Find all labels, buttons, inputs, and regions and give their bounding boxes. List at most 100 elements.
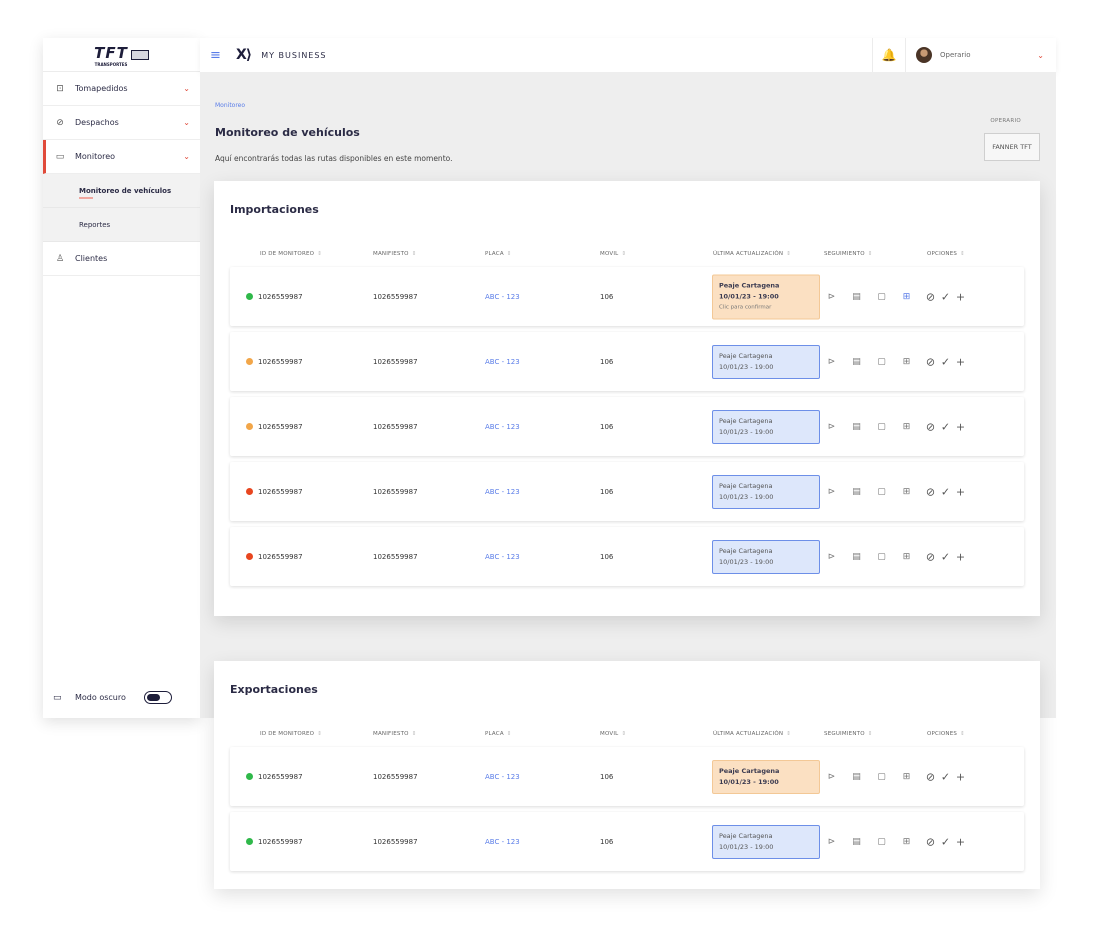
- sort-icon[interactable]: ⇕: [506, 251, 512, 257]
- sort-icon[interactable]: ⇕: [867, 731, 873, 737]
- cancel-icon[interactable]: ⊘: [925, 835, 936, 848]
- placa-link[interactable]: ABC - 123: [485, 422, 520, 431]
- last-update-box[interactable]: Peaje Cartagena 10/01/23 - 19:00: [712, 824, 820, 859]
- placa-link[interactable]: ABC - 123: [485, 357, 520, 366]
- sort-icon[interactable]: ⇕: [960, 251, 965, 257]
- document-icon[interactable]: ▢: [877, 486, 886, 497]
- last-update-box[interactable]: Peaje Cartagena 10/01/23 - 19:00: [712, 474, 820, 509]
- column-header[interactable]: PLACA ⇕: [485, 731, 512, 737]
- check-icon[interactable]: ✓: [940, 290, 951, 303]
- document-icon[interactable]: ▢: [877, 356, 886, 367]
- column-header[interactable]: PLACA ⇕: [485, 251, 512, 257]
- user-menu[interactable]: Operario ⌄: [906, 47, 1056, 63]
- column-header[interactable]: SEGUIMIENTO ⇕: [824, 251, 873, 257]
- sort-icon[interactable]: ⇕: [317, 731, 323, 737]
- plus-icon[interactable]: +: [955, 355, 966, 368]
- table-row[interactable]: 1026559987 1026559987 ABC - 123 106 Peaje Ca…: [230, 462, 1024, 521]
- plus-icon[interactable]: +: [955, 550, 966, 563]
- sort-icon[interactable]: ⇕: [786, 251, 792, 257]
- navigation-icon[interactable]: ⊳: [827, 356, 836, 367]
- last-update-box[interactable]: Peaje Cartagena 10/01/23 - 19:00: [712, 759, 820, 794]
- chevron-down-icon[interactable]: ⌄: [183, 84, 190, 93]
- column-header[interactable]: MOVIL ⇕: [600, 731, 626, 737]
- check-icon[interactable]: ✓: [940, 770, 951, 783]
- table-row[interactable]: 1026559987 1026559987 ABC - 123 106 Peaje Ca…: [230, 332, 1024, 391]
- table-row[interactable]: 1026559987 1026559987 ABC - 123 106 Peaje Ca…: [230, 267, 1024, 326]
- hamburger-menu-icon[interactable]: ≡: [210, 47, 221, 63]
- cancel-icon[interactable]: ⊘: [925, 420, 936, 433]
- chevron-down-icon[interactable]: ⌄: [183, 118, 190, 127]
- check-icon[interactable]: ✓: [940, 835, 951, 848]
- column-header[interactable]: SEGUIMIENTO ⇕: [824, 731, 873, 737]
- plus-icon[interactable]: +: [955, 835, 966, 848]
- placa-link[interactable]: ABC - 123: [485, 772, 520, 781]
- table-row[interactable]: 1026559987 1026559987 ABC - 123 106 Peaje Ca…: [230, 527, 1024, 586]
- add-document-icon[interactable]: ⊞: [902, 356, 911, 367]
- column-header[interactable]: OPCIONES ⇕: [927, 731, 965, 737]
- table-row[interactable]: 1026559987 1026559987 ABC - 123 106 Peaje Ca…: [230, 747, 1024, 806]
- navigation-icon[interactable]: ⊳: [827, 551, 836, 562]
- navigation-icon[interactable]: ⊳: [827, 421, 836, 432]
- chevron-down-icon[interactable]: ⌄: [1037, 50, 1044, 60]
- sidebar-subitem-monitoreo-vehiculos[interactable]: Monitoreo de vehículos: [43, 174, 200, 208]
- clipboard-icon[interactable]: ▤: [852, 551, 861, 562]
- last-update-box[interactable]: Peaje Cartagena 10/01/23 - 19:00: [712, 344, 820, 379]
- sidebar-item-monitoreo[interactable]: ▭ Monitoreo ⌄: [43, 140, 200, 174]
- document-icon[interactable]: ▢: [877, 836, 886, 847]
- document-icon[interactable]: ▢: [877, 551, 886, 562]
- navigation-icon[interactable]: ⊳: [827, 486, 836, 497]
- navigation-icon[interactable]: ⊳: [827, 836, 836, 847]
- sidebar-item-clientes[interactable]: ♙ Clientes: [43, 242, 200, 276]
- last-update-box[interactable]: Peaje Cartagena 10/01/23 - 19:00 Clic para…: [712, 274, 820, 319]
- cancel-icon[interactable]: ⊘: [925, 770, 936, 783]
- operator-field[interactable]: FANNER TFT: [984, 133, 1040, 161]
- cancel-icon[interactable]: ⊘: [925, 290, 936, 303]
- navigation-icon[interactable]: ⊳: [827, 771, 836, 782]
- column-header[interactable]: ÚLTIMA ACTUALIZACIÓN ⇕: [713, 731, 791, 737]
- clipboard-icon[interactable]: ▤: [852, 356, 861, 367]
- sidebar-item-tomapedidos[interactable]: ⊡ Tomapedidos ⌄: [43, 72, 200, 106]
- clipboard-icon[interactable]: ▤: [852, 486, 861, 497]
- document-icon[interactable]: ▢: [877, 421, 886, 432]
- last-update-box[interactable]: Peaje Cartagena 10/01/23 - 19:00: [712, 409, 820, 444]
- column-header[interactable]: ID DE MONITOREO ⇕: [260, 251, 322, 257]
- chevron-down-icon[interactable]: ⌄: [183, 152, 190, 161]
- check-icon[interactable]: ✓: [940, 550, 951, 563]
- cancel-icon[interactable]: ⊘: [925, 355, 936, 368]
- cancel-icon[interactable]: ⊘: [925, 550, 936, 563]
- sidebar-subitem-reportes[interactable]: Reportes: [43, 208, 200, 242]
- clipboard-icon[interactable]: ▤: [852, 771, 861, 782]
- check-icon[interactable]: ✓: [940, 420, 951, 433]
- plus-icon[interactable]: +: [955, 485, 966, 498]
- bell-icon[interactable]: 🔔: [872, 38, 906, 72]
- sort-icon[interactable]: ⇕: [506, 731, 512, 737]
- placa-link[interactable]: ABC - 123: [485, 487, 520, 496]
- column-header[interactable]: MANIFIESTO ⇕: [373, 731, 417, 737]
- navigation-icon[interactable]: ⊳: [827, 291, 836, 302]
- add-document-icon[interactable]: ⊞: [902, 291, 911, 302]
- plus-icon[interactable]: +: [955, 290, 966, 303]
- clipboard-icon[interactable]: ▤: [852, 421, 861, 432]
- sort-icon[interactable]: ⇕: [867, 251, 873, 257]
- column-header[interactable]: MOVIL ⇕: [600, 251, 626, 257]
- placa-link[interactable]: ABC - 123: [485, 837, 520, 846]
- column-header[interactable]: ÚLTIMA ACTUALIZACIÓN ⇕: [713, 251, 791, 257]
- table-row[interactable]: 1026559987 1026559987 ABC - 123 106 Peaje Ca…: [230, 397, 1024, 456]
- sort-icon[interactable]: ⇕: [786, 731, 792, 737]
- check-icon[interactable]: ✓: [940, 485, 951, 498]
- add-document-icon[interactable]: ⊞: [902, 551, 911, 562]
- logo[interactable]: TFT TRANSPORTES: [43, 38, 200, 72]
- dark-mode-toggle[interactable]: [143, 691, 172, 704]
- last-update-box[interactable]: Peaje Cartagena 10/01/23 - 19:00: [712, 539, 820, 574]
- placa-link[interactable]: ABC - 123: [485, 552, 520, 561]
- plus-icon[interactable]: +: [955, 770, 966, 783]
- add-document-icon[interactable]: ⊞: [902, 486, 911, 497]
- column-header[interactable]: OPCIONES ⇕: [927, 251, 965, 257]
- sort-icon[interactable]: ⇕: [621, 731, 627, 737]
- clipboard-icon[interactable]: ▤: [852, 291, 861, 302]
- column-header[interactable]: ID DE MONITOREO ⇕: [260, 731, 322, 737]
- sort-icon[interactable]: ⇕: [621, 251, 627, 257]
- plus-icon[interactable]: +: [955, 420, 966, 433]
- add-document-icon[interactable]: ⊞: [902, 421, 911, 432]
- breadcrumb[interactable]: Monitoreo: [215, 102, 246, 109]
